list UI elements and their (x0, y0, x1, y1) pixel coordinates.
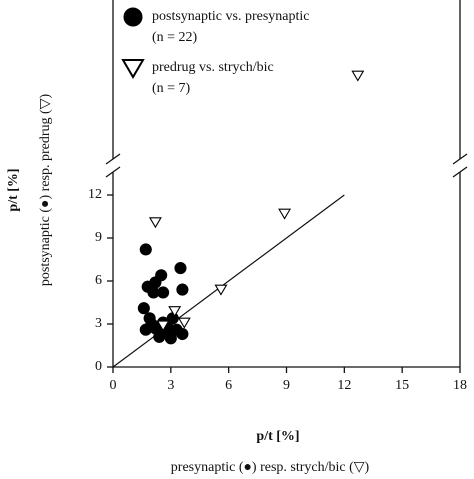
y-tick-label: 0 (95, 359, 102, 374)
point (351, 70, 365, 82)
axis-break (105, 166, 121, 178)
x-axis-label: presynaptic (●) resp. strych/bic (▽) (171, 460, 370, 474)
legend-marker (121, 59, 145, 79)
x-tick-label: 3 (167, 378, 174, 393)
point (155, 269, 168, 282)
reference-line (112, 194, 345, 368)
legend-label: postsynaptic vs. presynaptic (152, 9, 309, 24)
y-tick-label: 12 (88, 187, 102, 202)
x-tick-label: 18 (453, 378, 467, 393)
y-tick-label: 9 (95, 230, 102, 245)
y-axis-label: p/t [%] (6, 168, 21, 211)
x-tick-label: 9 (283, 378, 290, 393)
point (162, 325, 175, 338)
point (168, 306, 182, 318)
point (156, 320, 170, 332)
x-axis-label: p/t [%] (256, 429, 299, 444)
y-axis-label: postsynaptic (●) resp. predrug (▽) (38, 94, 53, 287)
point (214, 284, 228, 296)
axis-break (452, 153, 468, 165)
legend-note: (n = 22) (152, 30, 198, 45)
x-tick-label: 0 (110, 378, 117, 393)
axis-break (452, 166, 468, 178)
x-tick-label: 15 (395, 378, 409, 393)
point (174, 262, 187, 275)
point (157, 286, 170, 299)
point (177, 317, 191, 329)
point (176, 327, 189, 341)
point (148, 217, 162, 229)
point (139, 243, 152, 256)
axis-break (105, 153, 121, 165)
point (137, 302, 150, 315)
legend-label: predrug vs. strych/bic (152, 60, 274, 75)
y-tick-label: 6 (95, 273, 102, 288)
point (176, 283, 189, 296)
x-tick-label: 12 (337, 378, 351, 393)
x-tick-label: 6 (225, 378, 232, 393)
y-tick-label: 3 (95, 316, 102, 331)
point (278, 208, 292, 220)
legend-marker (123, 7, 143, 27)
point (145, 317, 158, 331)
legend-note: (n = 7) (152, 81, 191, 96)
